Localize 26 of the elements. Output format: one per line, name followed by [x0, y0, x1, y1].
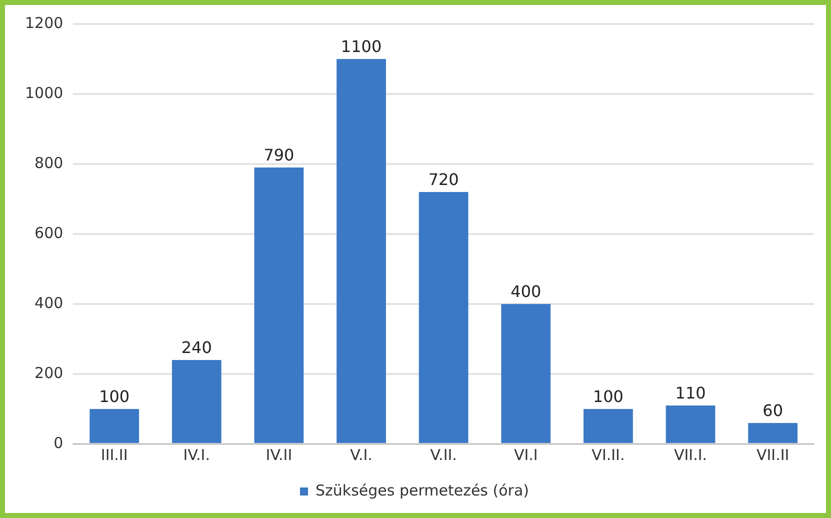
data-label: 240: [181, 338, 212, 358]
data-label: 790: [264, 146, 294, 165]
data-label: 60: [762, 401, 784, 420]
data-label: 720: [428, 170, 459, 190]
x-tick-label: VI.I: [514, 446, 538, 464]
x-tick-label: VI.II.: [592, 446, 625, 464]
y-tick-label: 200: [34, 364, 64, 382]
x-tick-label: IV.I.: [183, 446, 210, 464]
x-tick-label: IV.II: [266, 446, 292, 464]
x-tick-label: III.II: [100, 446, 128, 464]
data-label: 1100: [340, 37, 382, 56]
y-tick-label: 0: [54, 434, 64, 452]
legend-label: Szükséges permetezés (óra): [316, 481, 530, 500]
x-tick-label: V.I.: [350, 446, 372, 464]
y-tick-label: 1200: [24, 14, 64, 32]
x-tick-label: V.II.: [430, 446, 457, 464]
data-label: 110: [675, 384, 706, 403]
y-tick-label: 1000: [24, 84, 64, 102]
x-tick-label: VII.II: [756, 446, 790, 464]
x-tick-label: VII.I.: [674, 446, 708, 464]
data-label: 400: [510, 282, 542, 302]
y-tick-label: 800: [34, 154, 64, 172]
y-tick-label: 600: [34, 224, 64, 242]
data-label: 100: [99, 387, 130, 406]
data-label: 100: [592, 387, 624, 406]
y-tick-label: 400: [34, 294, 64, 312]
